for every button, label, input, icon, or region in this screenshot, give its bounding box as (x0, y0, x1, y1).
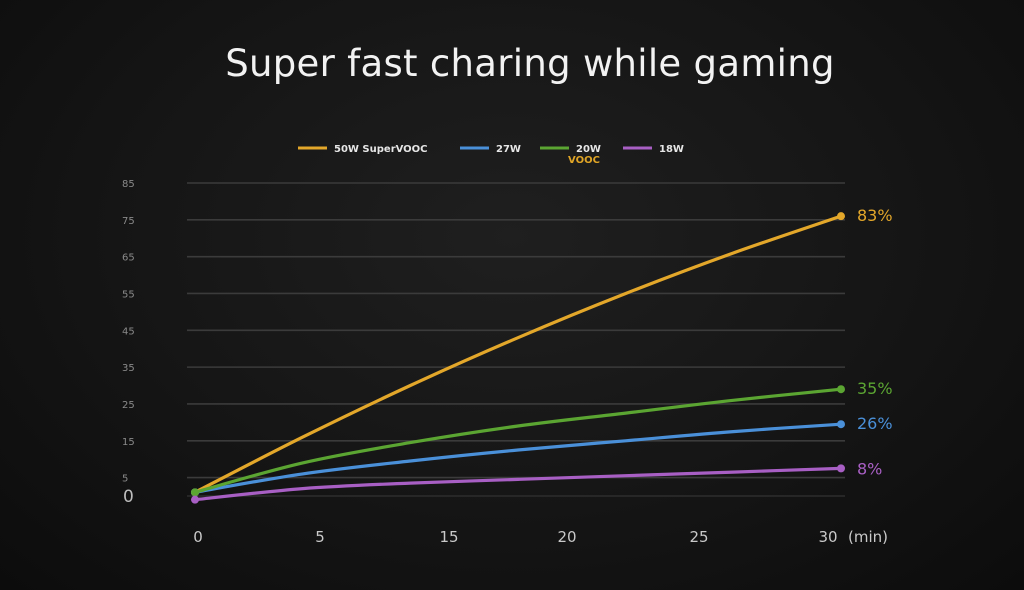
series-line (193, 214, 843, 494)
series-end-label: 26% (857, 414, 893, 433)
y-tick-label: 55 (122, 289, 135, 300)
series-start-point (191, 488, 199, 497)
series-end-label: 35% (857, 379, 893, 398)
series-end-point (837, 212, 845, 221)
x-tick-label: 5 (315, 528, 325, 546)
y-tick-label: 45 (122, 326, 135, 337)
series-line (193, 422, 843, 494)
y-tick-label: 75 (122, 216, 135, 227)
x-tick-label: 25 (689, 528, 708, 546)
y-tick-label: 85 (122, 179, 135, 190)
series-line (193, 387, 843, 494)
x-axis-ticks: 0 5 15 20 25 30 (min) (193, 528, 888, 546)
x-tick-label: 0 (193, 528, 203, 546)
series-end-label: 8% (857, 459, 882, 478)
y-tick-label: 25 (122, 400, 135, 411)
legend-label: 18W (659, 144, 684, 155)
legend-label: 50W SuperVOOC (334, 144, 428, 155)
y-tick-label: 5 (122, 474, 128, 485)
x-tick-label: 15 (439, 528, 458, 546)
series-end-label: 83% (857, 206, 893, 225)
series-end-point (837, 385, 845, 394)
chart-title: Super fast charing while gaming (225, 42, 835, 85)
x-tick-label: 30 (818, 528, 837, 546)
y-tick-label: 15 (122, 437, 135, 448)
y-axis-ticks: 0 5 15 25 35 45 55 65 75 85 (122, 179, 135, 507)
series-end-point (837, 464, 845, 473)
legend-label: 20W (576, 144, 601, 155)
y-tick-label: 0 (123, 487, 134, 507)
y-tick-label: 35 (122, 363, 135, 374)
legend-label: 27W (496, 144, 521, 155)
y-tick-label: 65 (122, 253, 135, 264)
x-tick-label: 20 (557, 528, 576, 546)
series-line (193, 466, 843, 502)
series-end-point (837, 420, 845, 429)
x-unit-label: (min) (848, 528, 888, 546)
series-lines: 83% 26% 35% 8% (191, 206, 893, 504)
series-start-point (191, 495, 199, 504)
legend-note: VOOC (568, 155, 600, 166)
